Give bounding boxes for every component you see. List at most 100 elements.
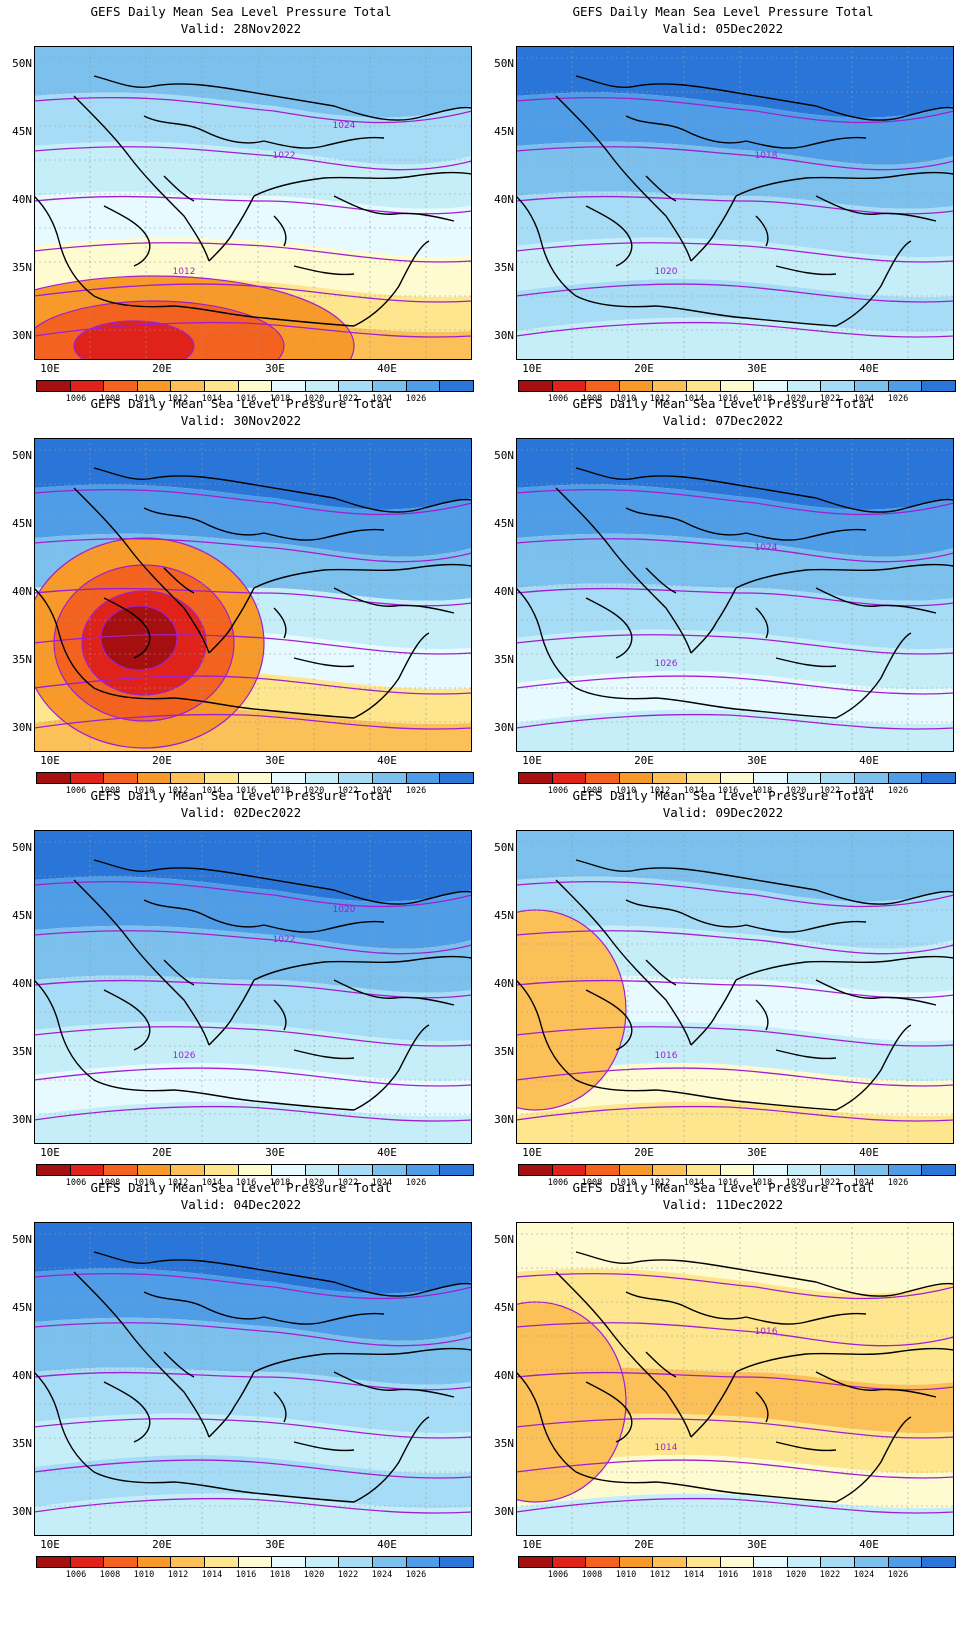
- colorbar-swatch: [652, 773, 687, 783]
- coastline: [293, 657, 355, 668]
- colorbar: [518, 380, 956, 392]
- longitude-label: 30E: [265, 754, 285, 767]
- colorbar-swatch: [820, 1165, 855, 1175]
- coastline: [353, 1024, 430, 1111]
- colorbar-label: 1010: [133, 786, 155, 796]
- isobar-line: [516, 1026, 954, 1047]
- panel-title: GEFS Daily Mean Sea Level Pressure Total: [90, 396, 392, 411]
- coastline: [575, 467, 817, 499]
- colorbar-swatch: [170, 773, 205, 783]
- colorbar-swatch: [237, 1557, 272, 1567]
- coastline: [143, 115, 265, 144]
- isobar-label: 1022: [273, 935, 296, 945]
- latitude-label: 30N: [494, 1113, 514, 1126]
- longitude-label: 10E: [522, 754, 542, 767]
- coastline: [516, 1371, 657, 1484]
- coastline: [655, 1481, 837, 1503]
- isobar-line: [34, 488, 472, 516]
- colorbar-swatch: [753, 381, 787, 391]
- colorbar-label: 1010: [615, 1178, 637, 1188]
- colorbar-label: 1008: [99, 1178, 121, 1188]
- colorbar-label: 1022: [337, 394, 359, 404]
- longitude-label: 10E: [40, 362, 60, 375]
- isobar-line: [34, 634, 472, 655]
- pressure-band: [34, 1317, 472, 1385]
- colorbar-label: 1006: [547, 1178, 569, 1188]
- colorbar-swatch: [204, 381, 238, 391]
- latitude-label: 45N: [494, 909, 514, 922]
- latitude-label: 35N: [12, 261, 32, 274]
- coastline: [273, 1391, 287, 1423]
- colorbar-swatch: [372, 381, 406, 391]
- coastline: [645, 567, 677, 594]
- isobar-line: [516, 713, 954, 730]
- coastline: [163, 959, 195, 986]
- coastline: [775, 1441, 837, 1452]
- colorbar-label: 1026: [887, 394, 909, 404]
- coastline: [775, 265, 837, 276]
- map-canvas: 1026 1024: [516, 438, 954, 752]
- pressure-band: [34, 1493, 472, 1536]
- colorbar-label: 1022: [819, 1178, 841, 1188]
- colorbar-label: 1018: [751, 786, 773, 796]
- colorbar-swatch: [887, 773, 922, 783]
- coastline: [625, 899, 747, 928]
- colorbar-swatch: [887, 381, 922, 391]
- map-canvas: 1020 1018: [516, 46, 954, 360]
- map-panel: GEFS Daily Mean Sea Level Pressure Total…: [0, 392, 482, 802]
- colorbar-label: 1012: [649, 786, 671, 796]
- pressure-band: [516, 237, 954, 298]
- latitude-label: 45N: [12, 125, 32, 138]
- pressure-band: [516, 46, 954, 118]
- pressure-band: [516, 1413, 954, 1474]
- pressure-band: [516, 1222, 954, 1294]
- colorbar-label: 1020: [785, 1178, 807, 1188]
- colorbar-label: 1012: [167, 1178, 189, 1188]
- colorbar-label: 1018: [269, 1178, 291, 1188]
- panel-valid-date: Valid: 09Dec2022: [662, 805, 784, 820]
- coastline: [103, 1381, 151, 1443]
- isobar-label: 1016: [755, 1327, 778, 1337]
- coastline: [293, 1049, 355, 1060]
- colorbar-swatch: [338, 773, 373, 783]
- pressure-band: [516, 533, 954, 601]
- colorbar-swatch: [652, 381, 687, 391]
- longitude-label: 20E: [634, 1146, 654, 1159]
- pressure-band: [516, 1317, 954, 1385]
- colorbar-swatch: [519, 1557, 552, 1567]
- pressure-band: [516, 1268, 954, 1341]
- low-pressure-center: [100, 605, 178, 671]
- colorbar-label: 1026: [405, 1178, 427, 1188]
- colorbar-swatch: [719, 1165, 754, 1175]
- colorbar-label: 1008: [99, 1570, 121, 1580]
- colorbar-swatch: [652, 1165, 687, 1175]
- isobar-label: 1014: [655, 1443, 678, 1453]
- isobar-line: [516, 880, 954, 908]
- colorbar-label: 1026: [405, 1570, 427, 1580]
- coastline: [353, 632, 430, 719]
- longitude-label: 20E: [152, 362, 172, 375]
- colorbar-label: 1012: [167, 394, 189, 404]
- pressure-band: [34, 1268, 472, 1341]
- latitude-label: 50N: [494, 449, 514, 462]
- colorbar-swatch: [37, 1557, 70, 1567]
- pressure-band: [34, 46, 472, 118]
- colorbar-label: 1012: [167, 786, 189, 796]
- pressure-band: [516, 1493, 954, 1536]
- colorbar-swatch: [304, 381, 339, 391]
- coastline: [690, 979, 737, 1046]
- isobar-line: [34, 538, 472, 563]
- coastline: [103, 597, 151, 659]
- pressure-band: [516, 975, 954, 1042]
- coastline: [333, 1281, 472, 1297]
- colorbar-swatch: [719, 773, 754, 783]
- coastline: [103, 989, 151, 1051]
- colorbar-label: 1020: [303, 1570, 325, 1580]
- coastline: [516, 979, 657, 1092]
- isobar-line: [516, 1497, 954, 1514]
- coastline: [353, 240, 430, 327]
- colorbar-label: 1020: [303, 1178, 325, 1188]
- coastline: [775, 1049, 837, 1060]
- colorbar-label: 1008: [581, 1178, 603, 1188]
- longitude-label: 40E: [859, 1538, 879, 1551]
